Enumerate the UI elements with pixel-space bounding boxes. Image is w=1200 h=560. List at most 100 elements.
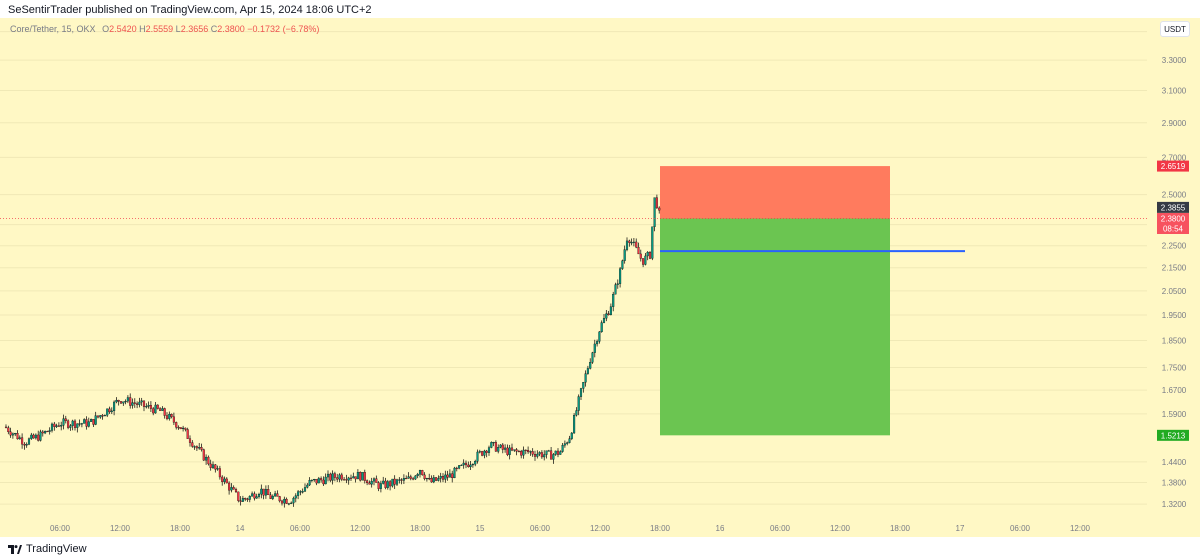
candle bbox=[48, 427, 51, 435]
candle bbox=[432, 474, 435, 484]
candle-body bbox=[313, 479, 316, 481]
candle bbox=[225, 477, 228, 484]
candle-body bbox=[205, 456, 208, 461]
candle bbox=[179, 427, 182, 430]
currency-button[interactable]: USDT bbox=[1160, 21, 1190, 37]
candle bbox=[568, 435, 571, 444]
candle bbox=[193, 445, 196, 450]
low-value: 2.3656 bbox=[180, 24, 209, 34]
candle-body bbox=[575, 410, 578, 416]
candle bbox=[556, 448, 560, 458]
candle bbox=[188, 435, 192, 447]
candle bbox=[324, 473, 327, 485]
candle bbox=[308, 477, 311, 486]
price-tick: 1.8500 bbox=[1162, 337, 1187, 346]
candle bbox=[90, 418, 93, 422]
candle-body bbox=[80, 423, 83, 425]
candle-body bbox=[71, 420, 74, 426]
chart-svg[interactable] bbox=[0, 18, 1147, 519]
candle bbox=[317, 476, 320, 484]
candle-body bbox=[349, 477, 353, 479]
candle bbox=[584, 370, 587, 387]
candle bbox=[290, 501, 293, 505]
candle bbox=[515, 448, 518, 456]
candle bbox=[605, 310, 608, 322]
candle bbox=[607, 311, 610, 316]
candle bbox=[96, 415, 100, 419]
candle-body bbox=[628, 240, 631, 243]
time-axis[interactable]: 06:00 12:00 18:00 14 06:00 12:00 18:00 15 06:00 1… bbox=[0, 519, 1147, 537]
candle bbox=[320, 476, 323, 483]
candle bbox=[356, 469, 359, 480]
candle-body bbox=[262, 488, 265, 496]
candle-body bbox=[11, 433, 14, 436]
candle bbox=[550, 447, 553, 460]
candle-body bbox=[596, 341, 599, 345]
candle bbox=[506, 444, 509, 457]
price-tick: 3.3000 bbox=[1162, 56, 1187, 65]
candle bbox=[467, 461, 470, 468]
candle bbox=[85, 416, 88, 430]
candle bbox=[648, 251, 652, 260]
candle-body bbox=[336, 477, 339, 480]
candle-body bbox=[161, 408, 164, 411]
candle bbox=[642, 258, 645, 268]
candle-body bbox=[76, 423, 79, 428]
candle-body bbox=[182, 427, 185, 430]
candle bbox=[421, 469, 424, 476]
candle-body bbox=[211, 464, 215, 468]
candle bbox=[214, 464, 217, 473]
candle bbox=[409, 474, 412, 481]
candle-body bbox=[619, 268, 622, 284]
candle-body bbox=[474, 461, 477, 465]
candle bbox=[198, 442, 201, 450]
candle-body bbox=[386, 481, 389, 488]
candle-body bbox=[471, 464, 474, 466]
candle-body bbox=[156, 404, 159, 409]
candle-body bbox=[50, 423, 54, 431]
candle-body bbox=[301, 491, 304, 493]
candle bbox=[182, 425, 185, 432]
candle-body bbox=[278, 496, 281, 502]
candle-body bbox=[30, 434, 33, 439]
candle bbox=[483, 449, 486, 459]
candle-body bbox=[586, 368, 589, 374]
candle-body bbox=[195, 446, 198, 449]
candle bbox=[400, 478, 403, 485]
candle-body bbox=[177, 427, 180, 429]
candle bbox=[83, 418, 86, 424]
price-label-text: 2.6519 bbox=[1161, 162, 1186, 171]
candle bbox=[333, 471, 336, 482]
candle bbox=[527, 446, 530, 454]
price-axis[interactable]: 3.50003.30003.10002.90002.70002.50002.35… bbox=[1147, 18, 1200, 519]
candle-body bbox=[437, 478, 440, 481]
candle-body bbox=[136, 403, 139, 405]
high-value: 2.5559 bbox=[145, 24, 174, 34]
price-label-text: 2.3800 bbox=[1161, 214, 1186, 223]
symbol-name[interactable]: Core/Tether, 15, OKX bbox=[10, 24, 96, 34]
candle bbox=[359, 471, 362, 482]
candle-body bbox=[545, 450, 548, 455]
candle-body bbox=[248, 496, 251, 500]
candle-body bbox=[577, 396, 580, 411]
candle bbox=[621, 259, 624, 270]
candle bbox=[386, 479, 389, 490]
candle-body bbox=[53, 423, 56, 427]
candle bbox=[99, 415, 102, 419]
candle bbox=[476, 449, 479, 464]
candle bbox=[336, 473, 339, 483]
time-tick: 06:00 bbox=[770, 524, 791, 533]
candle bbox=[389, 480, 392, 491]
candle-body bbox=[632, 241, 635, 243]
candle bbox=[474, 459, 477, 467]
chart-area[interactable] bbox=[0, 18, 1147, 519]
candle bbox=[283, 496, 286, 508]
candle-body bbox=[372, 478, 376, 482]
candle-body bbox=[257, 494, 261, 497]
candle bbox=[570, 432, 573, 441]
time-tick: 15 bbox=[476, 524, 485, 533]
candle bbox=[246, 497, 249, 502]
time-tick: 06:00 bbox=[290, 524, 311, 533]
candle bbox=[453, 466, 456, 479]
tradingview-logo[interactable]: TradingView bbox=[8, 543, 87, 555]
